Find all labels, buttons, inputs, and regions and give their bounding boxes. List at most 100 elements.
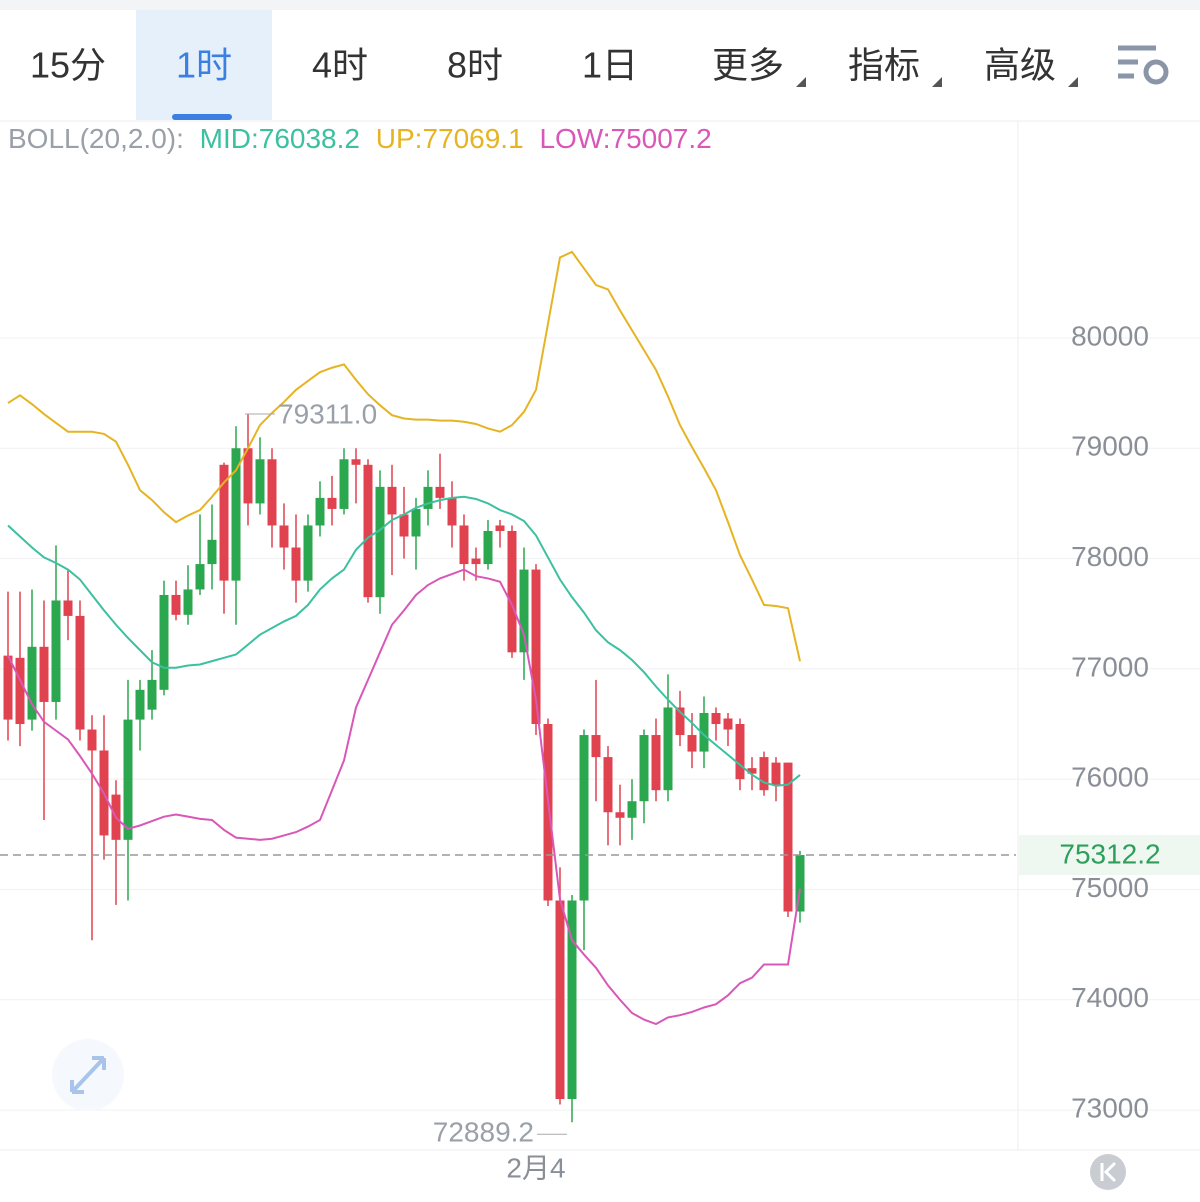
candle-body (387, 486, 397, 515)
candle-body (495, 525, 505, 531)
candle-body (531, 569, 541, 725)
candle-body (219, 464, 229, 581)
candle-body (171, 594, 181, 615)
candle-body (507, 530, 517, 653)
tab[interactable]: 4时 (312, 45, 368, 86)
plot: 73000 74000 75000 76000 77000 78000 79000 80000… (0, 250, 1200, 1183)
candle-body (555, 900, 565, 1100)
tab-bar: 15分 1时 4时 8时 1日 更多 指标 高级 (30, 45, 1056, 86)
tab[interactable]: 高级 (984, 45, 1056, 86)
tab[interactable]: 1日 (582, 45, 638, 86)
y-tick-label: 78000 (1071, 541, 1149, 572)
candle-body (447, 497, 457, 526)
y-tick-label: 75000 (1071, 872, 1149, 903)
candle-body (615, 812, 625, 818)
y-tick-label: 79000 (1071, 431, 1149, 462)
candle-body (651, 735, 661, 791)
settings-icon[interactable] (1118, 45, 1169, 85)
candle-body (627, 801, 637, 818)
scroll-to-latest[interactable] (1090, 1154, 1126, 1190)
dropdown-arrows (796, 77, 1078, 87)
candle-body (123, 719, 133, 840)
candle-body (663, 707, 673, 791)
last-price-label: 75312.2 (1059, 838, 1160, 869)
candle-body (87, 729, 97, 751)
bollinger-band (7, 568, 801, 1026)
candle-body (603, 757, 613, 813)
candle-body (195, 564, 205, 590)
candle-body (15, 657, 25, 725)
candle-body (399, 514, 409, 537)
candle-body (471, 558, 481, 565)
candle-body (519, 569, 529, 653)
candle-body (723, 718, 733, 730)
candle-body (363, 464, 373, 598)
indicator-up: UP:77069.1 (376, 123, 524, 154)
candle-body (159, 594, 169, 690)
candle-body (639, 735, 649, 802)
x-tick-label: 2月4 (506, 1152, 565, 1183)
candle-body (243, 448, 253, 504)
last-price-box (1019, 835, 1200, 876)
candle-body (279, 525, 289, 548)
candle-body (747, 768, 757, 774)
candle-body (423, 486, 433, 509)
candle-body (3, 655, 13, 720)
candle-body (411, 508, 421, 537)
candle-body (63, 600, 73, 616)
tab[interactable]: 8时 (447, 45, 503, 86)
tab[interactable]: 更多 (712, 45, 784, 86)
tab[interactable]: 1时 (176, 45, 232, 86)
candle-body (351, 459, 361, 465)
min-label: 72889.2 (433, 1117, 534, 1148)
indicator-mid: MID:76038.2 (200, 123, 360, 154)
y-tick-label: 77000 (1071, 651, 1149, 682)
tab[interactable]: 15分 (30, 45, 106, 86)
y-tick-label: 80000 (1071, 320, 1149, 351)
active-tab-bg (136, 10, 272, 120)
candle-body (483, 530, 493, 565)
candle-body (135, 689, 145, 720)
active-tab-underline (172, 114, 232, 120)
candle-body (75, 615, 85, 730)
candle-body (339, 459, 349, 509)
candle-body (459, 525, 469, 565)
candle-body (735, 724, 745, 780)
tab[interactable]: 指标 (848, 45, 920, 86)
candle-body (759, 757, 769, 791)
bollinger-band (7, 250, 801, 662)
candle-body (231, 448, 241, 581)
y-tick-label: 76000 (1071, 762, 1149, 793)
candle-body (327, 497, 337, 509)
candle-body (783, 762, 793, 912)
candle-body (255, 459, 265, 504)
candle-body (579, 735, 589, 901)
candle-body (291, 547, 301, 581)
max-label: 79311.0 (278, 398, 377, 429)
candle-body (375, 486, 385, 598)
candle-body (711, 712, 721, 725)
candle-body (543, 724, 553, 901)
candle-body (567, 900, 577, 1100)
y-tick-label: 73000 (1071, 1092, 1149, 1123)
candle-body (315, 497, 325, 526)
candle-body (699, 712, 709, 752)
candle-body (303, 525, 313, 581)
candle-body (207, 539, 217, 565)
candle-body (183, 589, 193, 615)
candle-body (39, 646, 49, 702)
indicator-name: BOLL(20,2.0): (8, 123, 184, 154)
candle-body (591, 735, 601, 758)
candle-body (771, 762, 781, 785)
indicator-low: LOW:75007.2 (539, 123, 711, 154)
status-strip (0, 0, 1200, 10)
candle-body (675, 707, 685, 736)
expand-button[interactable] (52, 1039, 124, 1111)
indicator-header: BOLL(20,2.0): MID:76038.2 UP:77069.1 LOW… (8, 123, 712, 154)
y-tick-label: 74000 (1071, 982, 1149, 1013)
candle-body (267, 459, 277, 526)
candle-body (435, 486, 445, 498)
candle-body (51, 600, 61, 702)
candle-body (147, 679, 157, 710)
